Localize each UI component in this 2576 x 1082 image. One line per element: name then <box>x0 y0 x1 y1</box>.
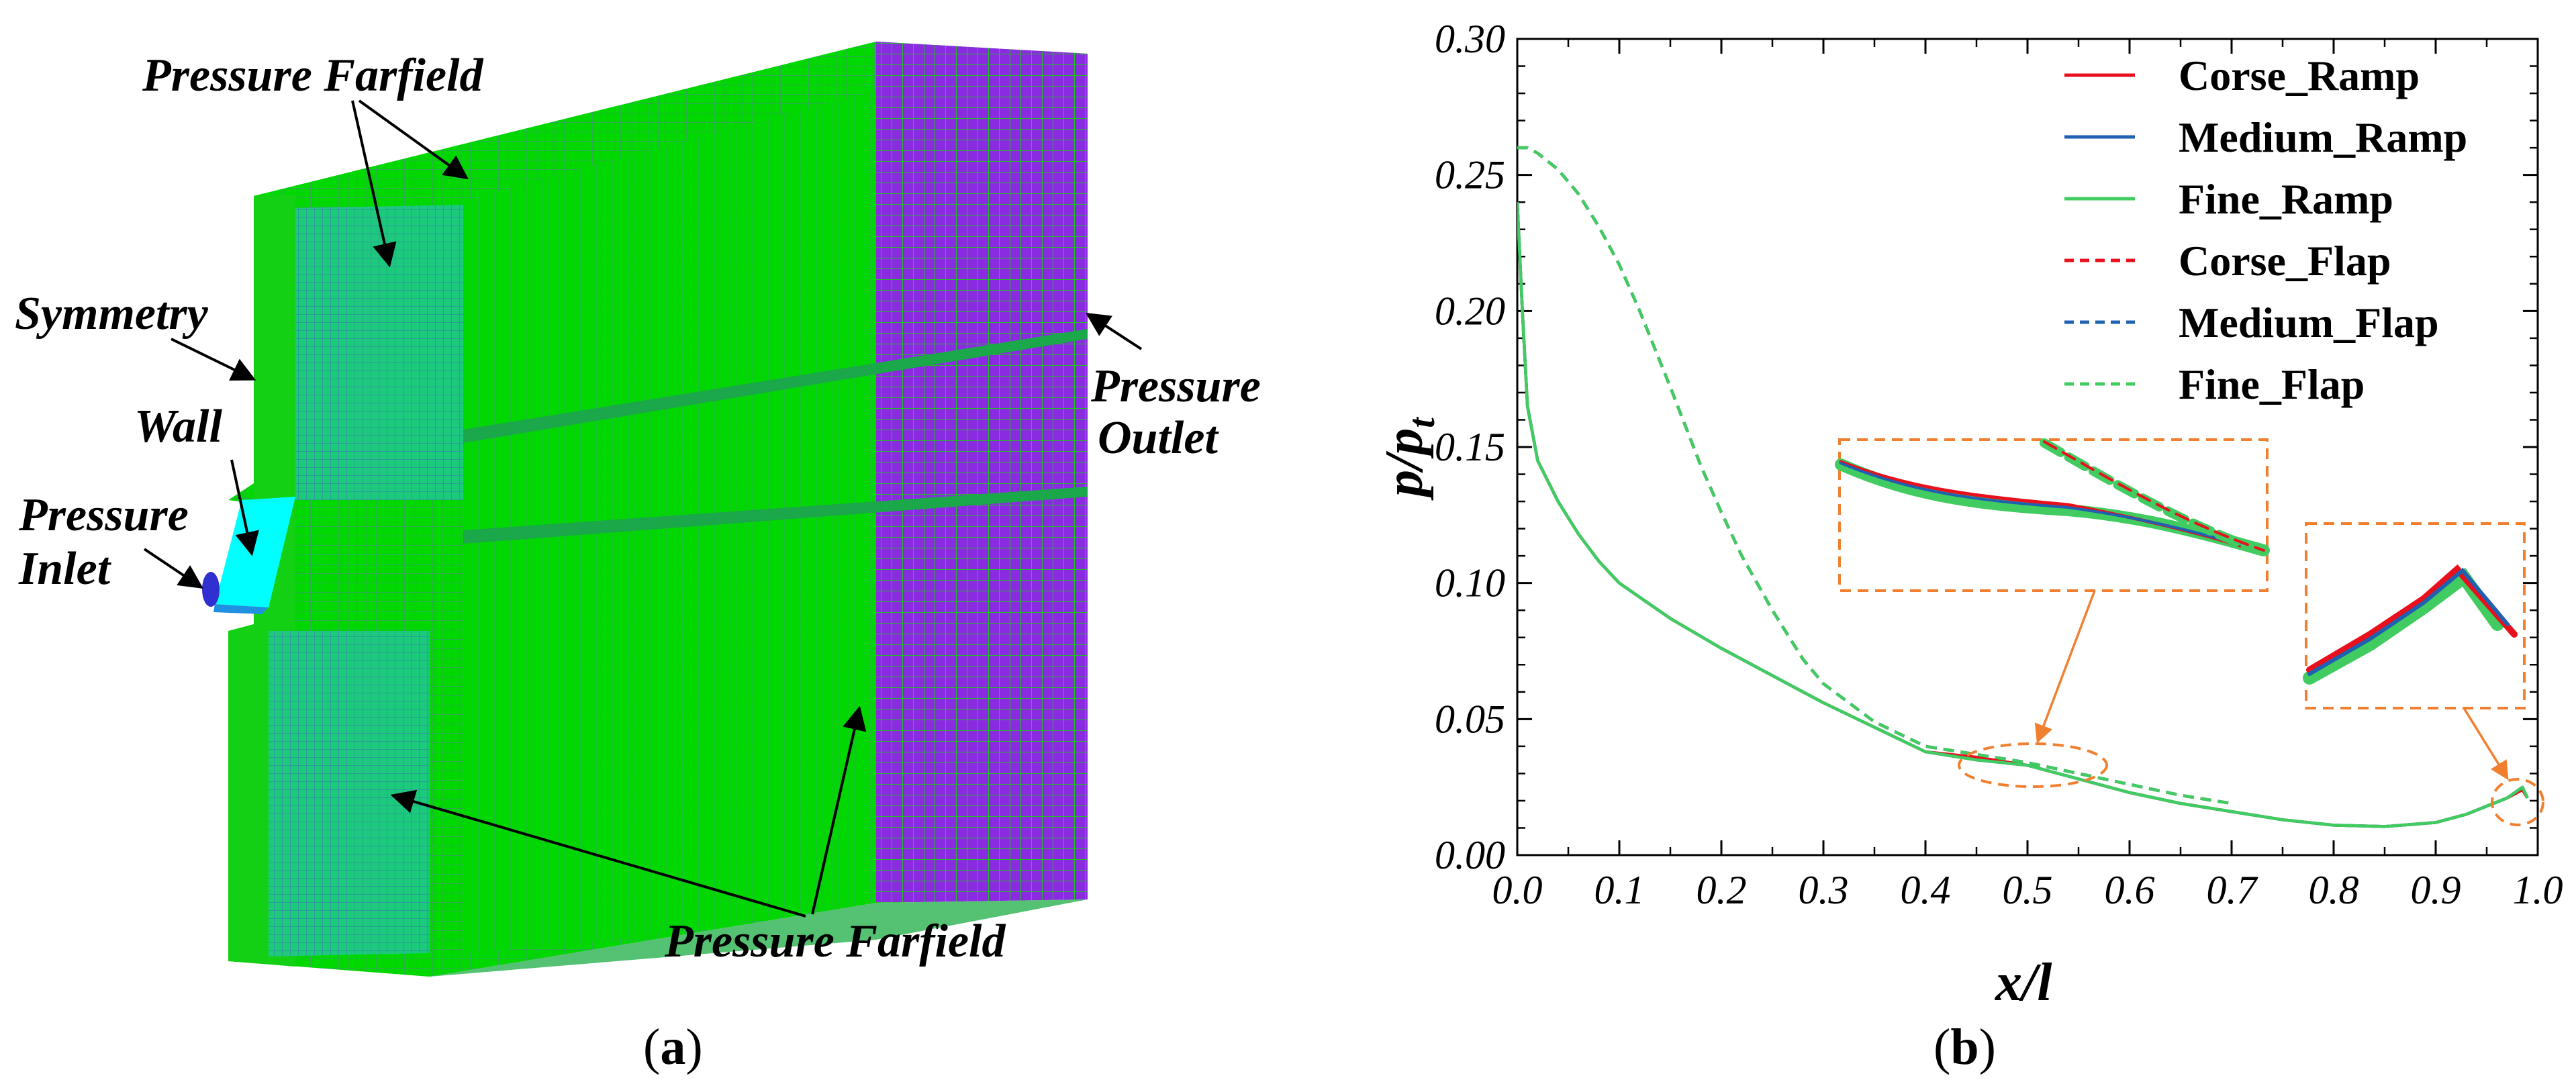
inlet-edge <box>213 604 269 614</box>
legend-label-medium-flap: Medium_Flap <box>2179 299 2439 346</box>
zoom-mid-flap-red <box>2043 440 2265 552</box>
caption-a-letter: a <box>660 1019 685 1075</box>
arrow-symmetry <box>171 338 256 381</box>
y-tick-labels: 0.00 0.05 0.10 0.15 0.20 0.25 0.30 <box>1435 17 1505 877</box>
caption-b-close: ) <box>1979 1019 1996 1075</box>
series-lines <box>1517 146 2529 828</box>
zoom-end-medium <box>2307 567 2510 676</box>
x-tick-labels: 0.0 0.1 0.2 0.3 0.4 0.5 0.6 0.7 0.8 0.9 1.0 <box>1492 868 2563 912</box>
arrow-farfield-top-2 <box>358 99 469 180</box>
x-axis-label: x/l <box>1995 953 2052 1012</box>
series-line-fine-flap <box>1517 146 2232 805</box>
y-tick-label: 0.20 <box>1435 289 1505 333</box>
legend: Corse_Ramp Medium_Ramp Fine_Ramp Corse_Flap… <box>2064 52 2467 408</box>
y-axis-label: p/pt <box>1375 417 1443 501</box>
caption-a-open: ( <box>643 1019 660 1075</box>
zoom-arrow-mid <box>2034 590 2096 744</box>
x-tick-label: 1.0 <box>2513 868 2563 912</box>
zoom-annotations <box>1838 438 2544 826</box>
series-line-fine-ramp <box>1517 202 2529 828</box>
y-tick-label: 0.25 <box>1435 153 1505 197</box>
series-line-medium-ramp <box>1517 202 2529 828</box>
y-axis-label-sub: t <box>1401 417 1443 428</box>
x-tick-label: 0.3 <box>1799 868 1849 912</box>
x-tick-label: 0.4 <box>1901 868 1951 912</box>
inlet-face <box>202 572 220 607</box>
legend-label-fine-ramp: Fine_Ramp <box>2179 175 2393 223</box>
arrow-farfield-bottom-1 <box>390 789 806 918</box>
label-inlet-line1: Pressure <box>18 489 189 541</box>
mesh-bottom-face <box>430 899 1088 977</box>
mesh-refined-zone-lower <box>269 631 430 956</box>
mesh-refined-zone-upper <box>295 205 463 500</box>
x-tick-label: 0.1 <box>1594 868 1645 912</box>
x-tick-label: 0.2 <box>1697 868 1747 912</box>
legend-label-corse-flap: Corse_Flap <box>2179 237 2391 285</box>
arrow-outlet <box>1085 313 1143 350</box>
legend-label-medium-ramp: Medium_Ramp <box>2179 113 2467 161</box>
x-tick-label: 0.7 <box>2207 868 2259 912</box>
zoom-mid-flap <box>2040 438 2269 556</box>
arrow-wall <box>230 459 259 556</box>
caption-b: (b) <box>1934 1019 1996 1075</box>
chart-panel: 0.0 0.1 0.2 0.3 0.4 0.5 0.6 0.7 0.8 0.9 1.0 0.000.… <box>1375 17 2563 1075</box>
zoom-box-end <box>2305 522 2526 709</box>
arrow-inlet <box>143 548 203 589</box>
zoom-end-fine <box>2303 567 2504 685</box>
zoom-box-mid <box>1838 438 2269 592</box>
legend-label-fine-flap: Fine_Flap <box>2179 360 2365 408</box>
label-farfield-top: Pressure Farfield <box>142 50 484 101</box>
x-tick-label: 0.8 <box>2309 868 2359 912</box>
y-tick-label: 0.05 <box>1435 697 1505 741</box>
zoom-content-mid <box>1835 438 2270 556</box>
caption-a-close: ) <box>685 1019 702 1075</box>
mesh-panel: Pressure Farfield Symmetry Wall Pressure… <box>15 42 1261 1075</box>
arrow-farfield-top-1 <box>351 100 397 268</box>
series-line-corse-ramp <box>1517 202 2529 828</box>
plot-frame <box>1516 38 2539 856</box>
mesh-central-column <box>463 168 584 953</box>
y-tick-label: 0.00 <box>1435 833 1505 877</box>
label-farfield-bottom: Pressure Farfield <box>664 916 1006 967</box>
x-tick-label: 0.6 <box>2105 868 2155 912</box>
y-axis-label-main: p/p <box>1375 428 1434 501</box>
caption-a: (a) <box>643 1019 703 1075</box>
label-symmetry: Symmetry <box>15 288 209 340</box>
zoom-end-corse <box>2306 564 2518 673</box>
x-tick-label: 0.5 <box>2003 868 2053 912</box>
mesh-band-upper <box>463 329 1088 443</box>
zoom-ellipse-mid <box>1958 742 2108 788</box>
zoom-arrow-end <box>2463 707 2509 781</box>
x-tick-label: 0.9 <box>2411 868 2461 912</box>
axis-ticks <box>1516 38 2539 856</box>
label-outlet-line2: Outlet <box>1098 412 1219 464</box>
x-tick-label: 0.0 <box>1492 868 1543 912</box>
zoom-mid-medium-ramp <box>1840 462 2265 553</box>
caption-b-open: ( <box>1934 1019 1950 1075</box>
label-outlet-line1: Pressure <box>1090 360 1261 412</box>
mesh-right-face <box>876 42 1088 903</box>
zoom-ellipse-end <box>2491 778 2544 826</box>
mesh-band-lower <box>463 487 1088 544</box>
caption-b-letter: b <box>1950 1019 1978 1075</box>
legend-label-corse-ramp: Corse_Ramp <box>2179 52 2420 99</box>
arrow-farfield-bottom-2 <box>811 705 867 915</box>
label-wall: Wall <box>134 401 222 452</box>
y-tick-label: 0.15 <box>1435 425 1505 469</box>
zoom-content-end <box>2303 564 2518 685</box>
label-inlet-line2: Inlet <box>18 543 112 595</box>
y-tick-label: 0.30 <box>1435 17 1505 61</box>
y-tick-label: 0.10 <box>1435 561 1505 605</box>
